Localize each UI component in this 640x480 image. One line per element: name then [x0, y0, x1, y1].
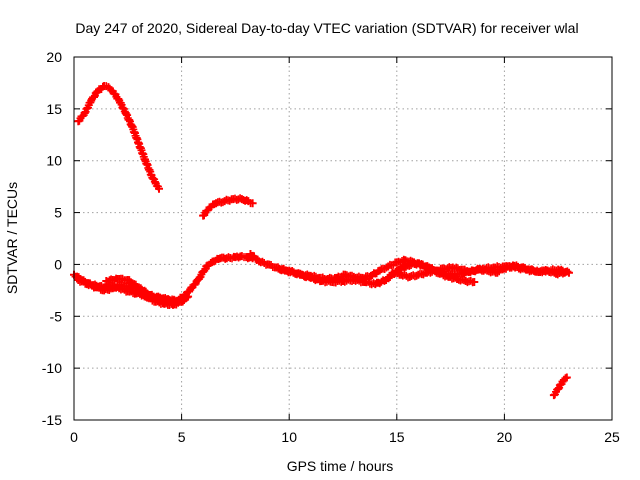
x-tick-label: 20 [497, 429, 513, 445]
x-tick-label: 25 [604, 429, 620, 445]
data-marker-run [200, 262, 211, 275]
series-arc-1 [74, 82, 164, 193]
x-tick-label: 5 [178, 429, 186, 445]
data-marker-run [138, 285, 150, 296]
data-series [70, 82, 573, 400]
data-marker-run [233, 252, 245, 262]
data-marker-run [144, 290, 156, 300]
grid-lines [74, 57, 612, 420]
y-tick-label: 0 [54, 256, 62, 272]
data-marker-run [286, 267, 303, 278]
y-tick-label: -10 [42, 360, 62, 376]
y-tick-label: 10 [46, 153, 62, 169]
y-tick-label: -5 [50, 308, 63, 324]
axes: 0 5 10 15 20 25 -15 -10 -5 0 5 10 15 20 [42, 49, 620, 445]
data-marker-run [551, 385, 562, 399]
data-point [554, 384, 563, 393]
data-point [175, 297, 184, 306]
chart-title: Day 247 of 2020, Sidereal Day-to-day VTE… [75, 20, 578, 36]
data-marker-run [135, 139, 149, 163]
data-marker-run [484, 267, 499, 277]
data-point [80, 109, 89, 118]
y-tick-label: 20 [46, 49, 62, 65]
data-point [470, 278, 479, 287]
series-arc-9 [549, 373, 571, 400]
data-marker-run [151, 292, 163, 302]
series-arc-2 [199, 194, 257, 220]
y-tick-label: 5 [54, 205, 62, 221]
data-marker-run [75, 111, 88, 125]
y-tick-label: -15 [42, 412, 62, 428]
data-point [562, 373, 571, 382]
data-marker-run [205, 257, 217, 270]
series-arc-5 [102, 274, 184, 306]
data-marker-run [207, 200, 219, 211]
y-axis-label: SDTVAR / TECUs [4, 182, 20, 294]
data-marker-run [128, 123, 142, 147]
x-tick-label: 10 [281, 429, 297, 445]
data-marker-run [119, 281, 133, 291]
y-tick-label: 15 [46, 101, 62, 117]
data-marker-run [105, 84, 116, 95]
data-marker-run [247, 251, 262, 264]
data-point [248, 199, 257, 208]
plot-frame [73, 56, 613, 421]
data-marker-run [152, 182, 162, 191]
data-point [155, 184, 164, 193]
data-point [560, 268, 569, 277]
data-point [184, 292, 193, 301]
data-marker-run [131, 280, 144, 292]
data-marker-run [157, 294, 169, 304]
data-marker-run [559, 374, 570, 384]
x-axis-label: GPS time / hours [287, 458, 394, 474]
x-tick-label: 15 [389, 429, 405, 445]
data-marker-run [125, 276, 137, 288]
series-arc-8 [388, 261, 569, 282]
x-tick-label: 0 [70, 429, 78, 445]
data-marker-run [200, 205, 213, 220]
data-marker-run [71, 272, 83, 282]
